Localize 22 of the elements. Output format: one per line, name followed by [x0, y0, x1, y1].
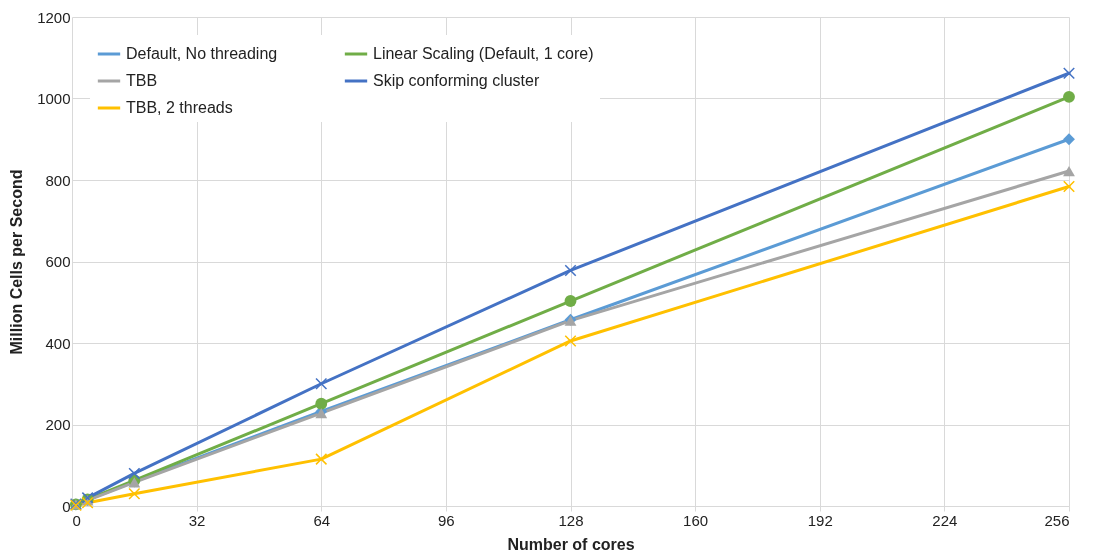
y-tick-label: 200	[45, 416, 71, 433]
y-tick-label: 600	[45, 253, 71, 270]
legend-label: Default, No threading	[126, 45, 278, 62]
y-tick-label: 800	[45, 171, 71, 189]
x-axis-title: Number of cores	[507, 535, 635, 553]
x-tick-label: 32	[188, 511, 206, 529]
legend-label: TBB	[126, 72, 158, 89]
y-tick-label: 1000	[37, 90, 71, 107]
x-tick-label: 160	[683, 511, 709, 529]
legend-label: TBB, 2 threads	[126, 99, 233, 116]
x-tick-label: 192	[807, 511, 833, 529]
y-tick-label: 1200	[37, 8, 71, 26]
y-tick-label: 400	[45, 334, 71, 352]
y-tick-label: 0	[62, 497, 71, 515]
x-tick-label: 224	[932, 511, 958, 529]
legend-label: Skip conforming cluster	[373, 72, 540, 89]
x-tick-label: 64	[313, 511, 331, 529]
x-tick-label: 128	[558, 511, 584, 529]
x-tick-label: 96	[438, 511, 455, 529]
x-tick-label: 256	[1044, 511, 1070, 529]
legend-label: Linear Scaling (Default, 1 core)	[373, 45, 594, 62]
y-axis-title: Million Cells per Second	[8, 169, 26, 355]
